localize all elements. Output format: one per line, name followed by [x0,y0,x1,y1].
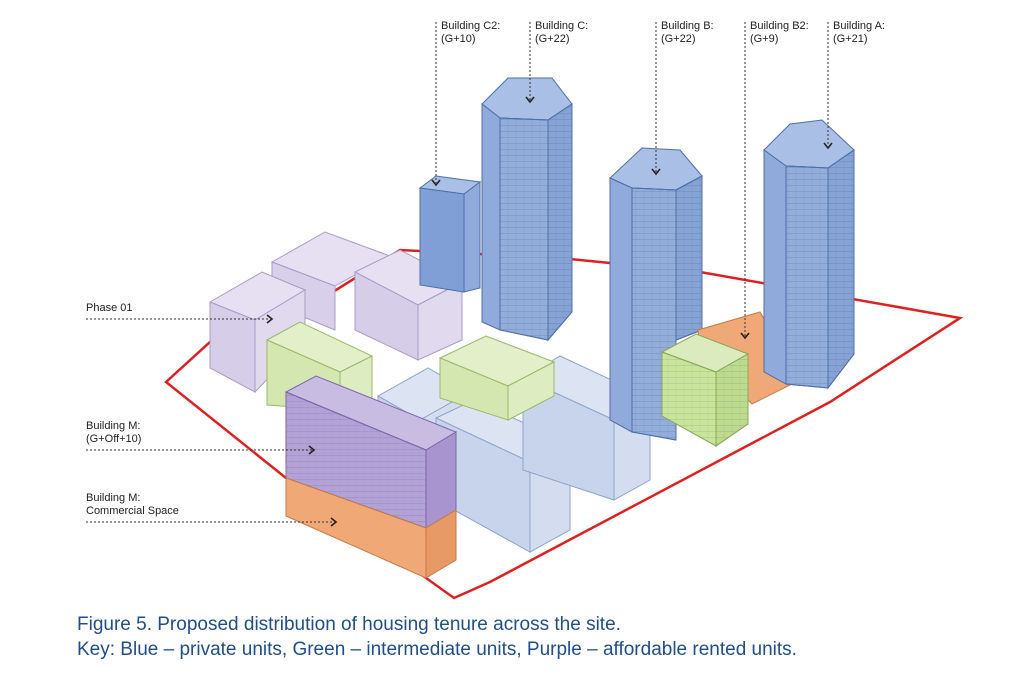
label-building-b2: Building B2: (G+9) [750,20,809,46]
leader-lines [86,22,829,523]
label-building-m-commercial: Building M: Commercial Space [86,492,179,518]
building-m-commercial [285,477,457,579]
building-m [284,375,458,529]
figure-caption: Figure 5. Proposed distribution of housi… [77,614,621,635]
label-building-b-name: Building B: [661,20,714,32]
intermediate-block-centre [438,335,556,421]
building-c [481,77,573,342]
label-phase-01-text: Phase 01 [86,302,133,314]
label-building-b2-floors: (G+9) [750,33,779,45]
label-building-b: Building B: (G+22) [661,20,714,46]
label-building-m-commercial-name: Building M: [86,492,141,504]
building-b2 [660,333,750,447]
building-a [763,119,855,390]
label-building-c-name: Building C: [535,20,589,32]
label-building-b-floors: (G+22) [661,33,696,45]
label-building-a-name: Building A: [833,20,885,32]
label-building-m-floors: (G+Off+10) [86,433,142,445]
figure-key: Key: Blue – private units, Green – inter… [77,639,797,660]
label-building-b2-name: Building B2: [750,20,809,32]
label-building-a-floors: (G+21) [833,33,868,45]
label-building-c2-name: Building C2: [441,20,501,32]
label-building-c2: Building C2: (G+10) [441,20,500,46]
label-building-c: Building C: (G+22) [535,20,588,46]
leader-arrowheads [266,96,833,527]
label-building-m-name: Building M: [86,420,141,432]
label-building-c2-floors: (G+10) [441,33,476,45]
label-phase-01: Phase 01 [86,302,132,315]
building-c2 [418,175,482,293]
label-building-m: Building M: (G+Off+10) [86,420,141,446]
label-building-c-floors: (G+22) [535,33,570,45]
label-building-m-commercial-use: Commercial Space [86,505,179,517]
label-building-a: Building A: (G+21) [833,20,885,46]
